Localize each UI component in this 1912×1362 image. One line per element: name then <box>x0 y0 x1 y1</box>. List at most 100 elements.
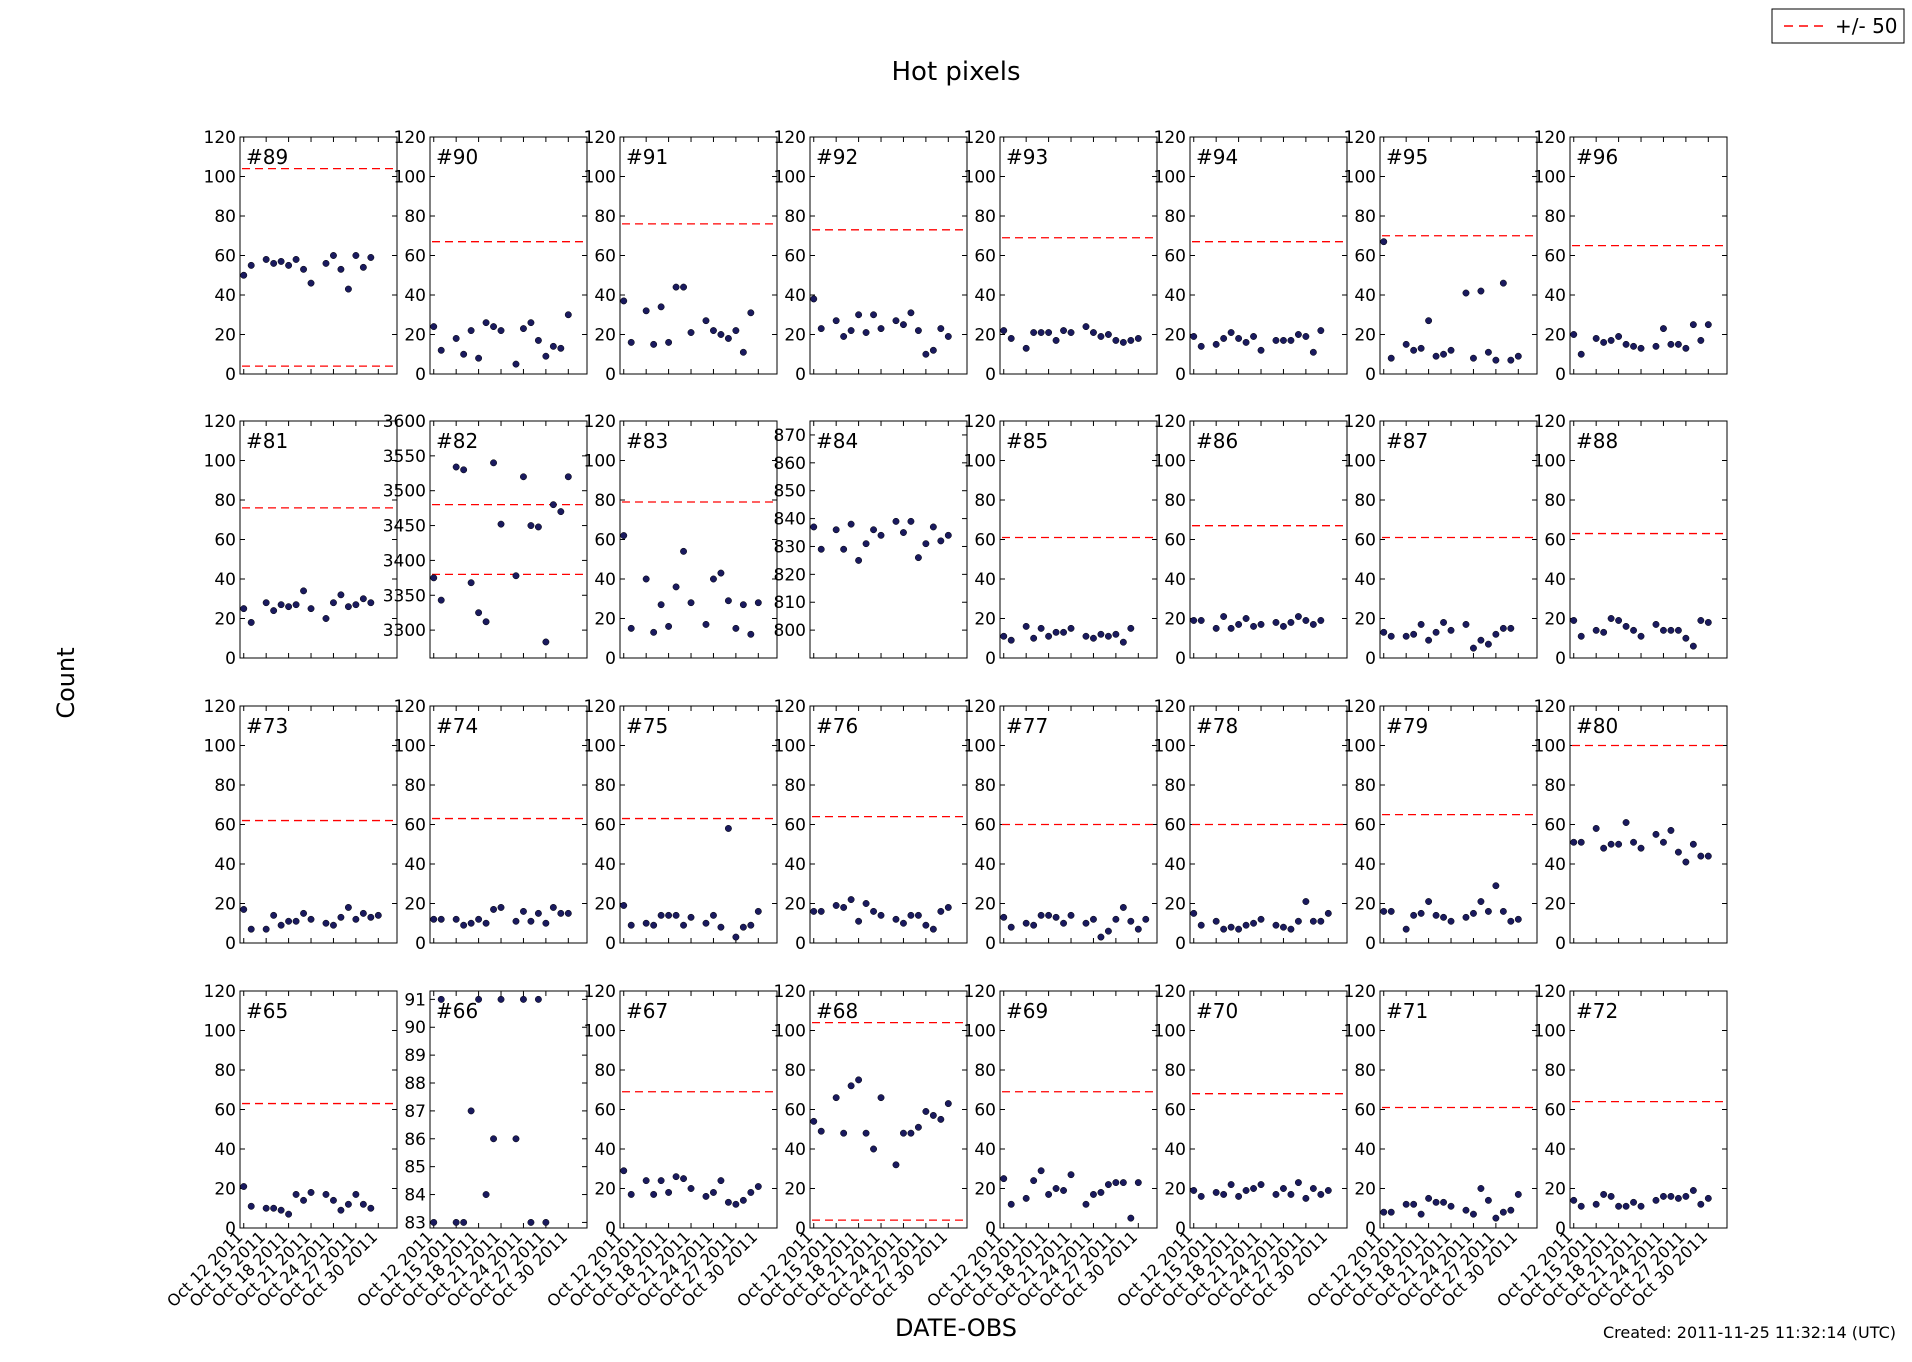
data-point <box>285 1210 293 1218</box>
panel-label: #83 <box>626 429 668 453</box>
data-point <box>1499 279 1507 287</box>
data-point <box>1242 338 1250 346</box>
data-point <box>739 348 747 356</box>
data-point <box>497 995 505 1003</box>
y-tick-label: 40 <box>214 855 236 875</box>
y-tick-label: 100 <box>204 452 236 472</box>
data-point <box>330 1196 337 1204</box>
data-point <box>482 319 490 327</box>
y-tick-label: 60 <box>214 531 236 551</box>
data-point <box>307 605 315 613</box>
data-point <box>1630 1198 1637 1206</box>
data-point <box>1630 342 1637 350</box>
panel-label: #70 <box>1196 999 1238 1023</box>
y-tick-label: 80 <box>1164 491 1186 511</box>
data-point <box>1417 344 1425 352</box>
panel-label: #88 <box>1576 429 1618 453</box>
data-point <box>437 596 445 604</box>
data-point <box>907 309 915 317</box>
data-point <box>739 1196 747 1204</box>
panel-label: #81 <box>246 429 288 453</box>
y-tick-label: 100 <box>964 168 996 188</box>
data-point <box>1280 923 1287 931</box>
data-point <box>1272 1190 1280 1198</box>
panel-frame <box>1379 990 1538 1229</box>
data-point <box>1052 336 1060 344</box>
y-tick-label: 850 <box>774 482 806 502</box>
data-point <box>847 327 855 334</box>
y-tick-label: 40 <box>974 1140 996 1160</box>
y-tick-label: 100 <box>584 1022 616 1042</box>
data-point <box>482 1191 490 1198</box>
data-point <box>1380 628 1388 636</box>
data-point <box>262 599 270 607</box>
data-point <box>337 913 345 921</box>
y-tick-label: 60 <box>974 531 996 551</box>
y-tick-label: 20 <box>1544 610 1566 630</box>
y-tick-label: 80 <box>1544 776 1566 796</box>
y-tick-label: 800 <box>774 621 806 641</box>
data-point <box>1425 317 1433 325</box>
data-point <box>1242 921 1250 929</box>
data-point <box>512 917 520 925</box>
data-point <box>642 919 650 927</box>
y-tick-label: 0 <box>1555 934 1566 954</box>
y-tick-label: 100 <box>394 737 426 757</box>
data-point <box>1250 919 1257 927</box>
y-tick-label: 0 <box>1365 365 1376 385</box>
y-tick-label: 100 <box>1154 452 1186 472</box>
data-point <box>520 995 527 1003</box>
legend: +/- 50 <box>1771 8 1905 44</box>
data-point <box>512 360 520 368</box>
data-point <box>527 319 535 327</box>
data-point <box>1082 919 1090 927</box>
data-point <box>627 624 635 632</box>
panel-label: #78 <box>1196 714 1238 738</box>
data-point <box>810 295 818 303</box>
data-point <box>1447 346 1455 354</box>
data-point <box>1697 1200 1705 1208</box>
data-point <box>337 1206 345 1214</box>
y-tick-label: 20 <box>1544 1180 1566 1200</box>
y-tick-label: 840 <box>774 510 806 530</box>
data-point <box>914 554 922 562</box>
y-tick-label: 60 <box>1544 531 1566 551</box>
panel-label: #74 <box>436 714 478 738</box>
panel-label: #93 <box>1006 145 1048 169</box>
panel-95: 0 20 40 60 80 100 120 #95 <box>1344 128 1538 385</box>
data-point <box>840 1129 848 1137</box>
data-point <box>665 338 673 346</box>
data-point <box>732 933 740 941</box>
data-point <box>817 907 825 915</box>
data-point <box>1302 333 1310 340</box>
x-axis-label: DATE-OBS <box>895 1314 1017 1342</box>
data-point <box>1112 915 1120 923</box>
data-point <box>1060 919 1067 927</box>
data-point <box>1622 622 1630 630</box>
panel-label: #73 <box>246 714 288 738</box>
data-point <box>870 311 877 319</box>
y-tick-label: 0 <box>415 365 426 385</box>
y-tick-label: 40 <box>1354 855 1376 875</box>
data-point <box>277 601 285 609</box>
panel-80: 0 20 40 60 80 100 120 #80 <box>1534 697 1728 954</box>
panel-77: 0 20 40 60 80 100 120 #77 <box>964 697 1158 954</box>
panel-frame <box>809 420 968 659</box>
data-point <box>1689 1187 1697 1194</box>
data-point <box>1294 613 1302 620</box>
y-tick-label: 40 <box>1354 1140 1376 1160</box>
data-point <box>810 1117 818 1125</box>
y-tick-label: 40 <box>784 286 806 306</box>
data-point <box>1007 636 1015 644</box>
data-point <box>650 340 658 348</box>
y-tick-label: 40 <box>1544 1140 1566 1160</box>
data-point <box>557 508 565 516</box>
data-point <box>1104 1181 1112 1189</box>
data-point <box>877 531 885 539</box>
y-tick-label: 40 <box>404 286 426 306</box>
data-point <box>702 620 710 628</box>
data-point <box>430 574 438 582</box>
data-point <box>437 995 445 1003</box>
